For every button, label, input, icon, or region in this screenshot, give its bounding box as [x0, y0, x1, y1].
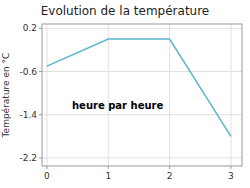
tick [169, 166, 170, 169]
tick [39, 28, 42, 29]
title: Evolution de la température [41, 4, 210, 18]
chart: 0.2 -0.6 -1.4 -2.2 0 1 2 3 heure par heure Evolut… [0, 0, 250, 188]
annotation: heure par heure [72, 100, 163, 111]
tick [39, 157, 42, 158]
tick-label: -2.2 [19, 153, 37, 163]
tick-label: 1 [105, 171, 111, 181]
plot-area [47, 39, 231, 136]
tick-label: -1.4 [19, 110, 37, 120]
tick-label: 0 [44, 171, 50, 181]
grid-line [108, 24, 109, 166]
grid-line [46, 24, 47, 166]
axis-label: Température en °C [1, 53, 11, 139]
plot-frame [42, 24, 242, 166]
tick [46, 166, 47, 169]
tick [39, 71, 42, 72]
grid-line [42, 157, 242, 158]
grid-line [169, 24, 170, 166]
grid-line [42, 71, 242, 72]
tick-label: 2 [167, 171, 173, 181]
tick [39, 114, 42, 115]
grid-line [230, 24, 231, 166]
chart-container: 0.2 -0.6 -1.4 -2.2 0 1 2 3 heure par heure Evolut… [0, 0, 250, 188]
tick-label: 3 [228, 171, 234, 181]
tick [230, 166, 231, 169]
tick [108, 166, 109, 169]
tick-label: 0.2 [23, 23, 37, 33]
line [47, 39, 231, 136]
tick-label: -0.6 [19, 67, 37, 77]
grid-line [42, 114, 242, 115]
grid-line [42, 28, 242, 29]
grid [42, 24, 242, 166]
